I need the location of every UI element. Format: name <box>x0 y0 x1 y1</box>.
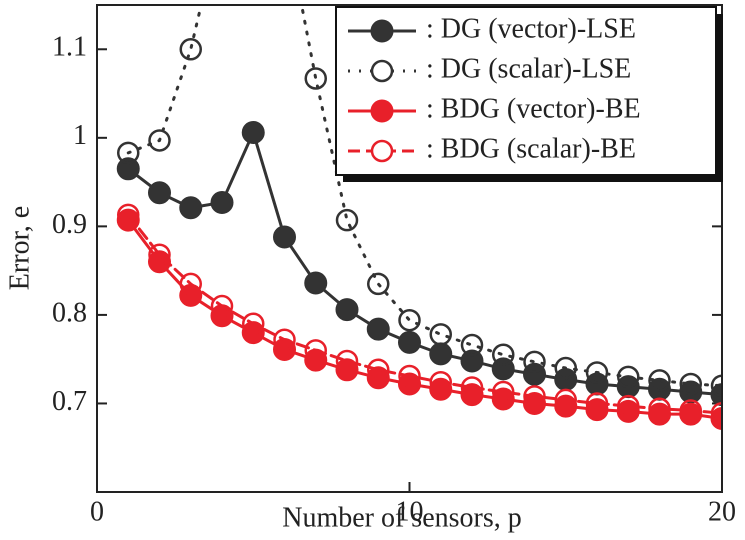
y-tick-label: 0.8 <box>52 297 87 328</box>
legend-label: : BDG (scalar)-BE <box>426 133 636 164</box>
legend-marker <box>370 139 394 163</box>
x-tick-label: 0 <box>90 496 104 527</box>
x-tick-label: 20 <box>708 496 736 527</box>
data-point <box>366 317 390 341</box>
data-point <box>554 388 577 412</box>
y-tick-label: 1.1 <box>52 32 87 63</box>
data-point <box>460 349 484 373</box>
data-point <box>460 376 484 399</box>
plot-frame <box>96 4 723 493</box>
data-point <box>335 349 359 373</box>
legend-label: : BDG (vector)-BE <box>426 93 641 124</box>
data-point <box>304 339 327 362</box>
data-point <box>304 271 328 295</box>
series-line <box>126 213 722 415</box>
legend-box <box>335 6 717 176</box>
data-point <box>429 370 452 394</box>
data-point <box>116 157 140 181</box>
data-point <box>273 328 296 351</box>
x-axis-label: Number of sensors, p <box>282 502 522 533</box>
data-point <box>523 385 546 408</box>
data-point <box>335 208 359 232</box>
plot-area <box>116 5 722 431</box>
data-point <box>179 196 203 220</box>
data-point <box>398 330 421 354</box>
data-point <box>679 399 702 422</box>
data-point <box>523 350 546 374</box>
data-point <box>117 141 140 165</box>
legend-label: : DG (scalar)-LSE <box>426 53 631 84</box>
data-point <box>242 312 265 336</box>
data-point <box>554 368 578 392</box>
y-tick-label: 0.9 <box>52 209 87 240</box>
x-tick-label: 10 <box>396 496 424 527</box>
data-point <box>210 190 234 214</box>
legend-label: : DG (vector)-LSE <box>426 13 636 44</box>
data-point <box>617 394 640 418</box>
data-point <box>429 342 453 366</box>
data-point <box>148 129 171 152</box>
data-point <box>648 397 671 421</box>
data-point <box>367 358 390 382</box>
legend-marker <box>370 59 394 83</box>
data-point <box>679 372 702 396</box>
data-point <box>492 343 515 367</box>
data-point <box>210 294 234 318</box>
data-point <box>648 369 671 392</box>
data-point <box>335 298 359 322</box>
data-point <box>398 364 421 388</box>
legend-marker <box>370 99 394 123</box>
y-tick-label: 0.7 <box>52 386 87 417</box>
data-point <box>179 38 202 61</box>
y-tick-label: 1 <box>73 120 87 151</box>
data-point <box>429 323 452 346</box>
data-point <box>460 333 484 357</box>
data-point <box>492 380 515 404</box>
data-point <box>117 203 140 227</box>
data-point <box>585 372 609 396</box>
data-point <box>116 208 140 232</box>
data-point <box>304 67 327 90</box>
data-point <box>585 361 609 384</box>
data-point <box>367 272 390 296</box>
data-point <box>148 243 171 266</box>
data-point <box>554 356 577 380</box>
data-point <box>617 365 640 389</box>
data-point <box>273 225 296 249</box>
data-point <box>710 401 722 425</box>
data-point <box>179 272 202 296</box>
data-point <box>398 308 421 332</box>
legend-marker <box>370 19 394 43</box>
y-axis-label: Error, e <box>4 206 35 290</box>
data-point <box>523 391 546 415</box>
data-point <box>148 181 171 205</box>
data-point <box>241 121 265 145</box>
data-point <box>710 374 722 397</box>
data-point <box>398 372 421 396</box>
data-point <box>148 250 171 274</box>
data-point <box>585 392 609 415</box>
